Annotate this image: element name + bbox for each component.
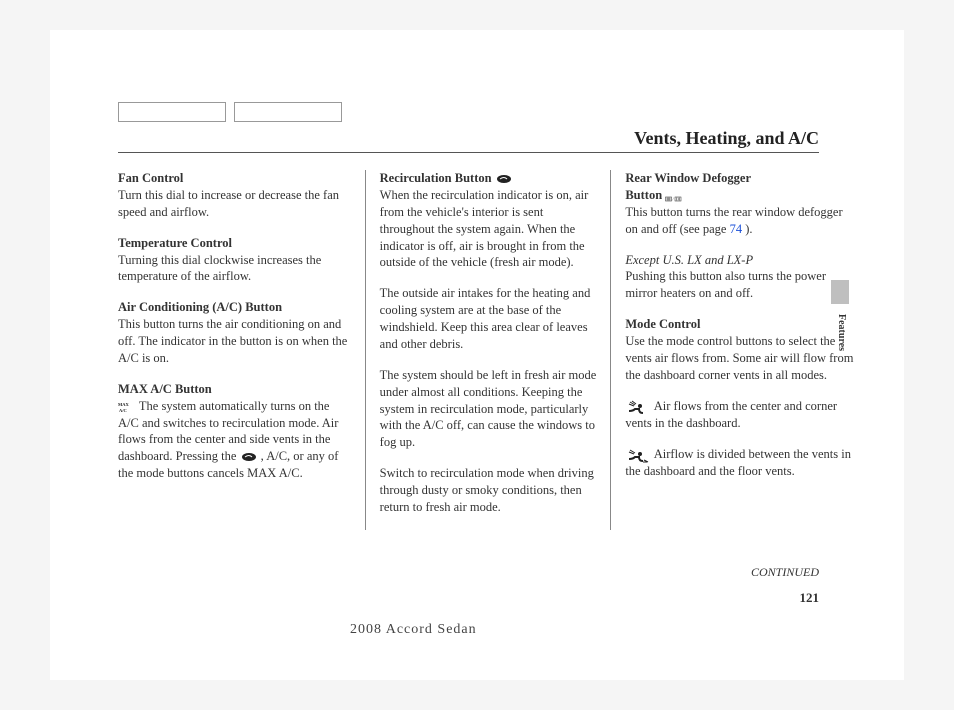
page-title: Vents, Heating, and A/C [634,128,819,149]
column-1: Fan Control Turn this dial to increase o… [118,170,365,530]
continued-label: CONTINUED [751,565,819,580]
vent-bilevel-icon [625,447,651,463]
vent-dash-icon [625,399,651,415]
max-ac-block: MAX A/C Button MAXA/C The system automat… [118,381,351,482]
body-text: Airflow is divided between the vents in … [625,447,851,478]
temp-control-block: Temperature Control Turning this dial cl… [118,235,351,286]
body-text: ). [742,222,752,236]
svg-text:MAX: MAX [118,402,129,407]
condition-label: Except U.S. LX and LX-P [625,253,753,267]
body-text: Air flows from the center and corner ven… [625,399,837,430]
column-3: Rear Window Defogger Button / This butto… [611,170,858,530]
mode-dash-block: Air flows from the center and corner ven… [625,398,858,432]
paragraph: Switch to recirculation mode when drivin… [380,465,597,516]
body-text: Turn this dial to increase or decrease t… [118,188,339,219]
heading: Air Conditioning (A/C) Button [118,300,282,314]
rear-defogger-block: Rear Window Defogger Button / This butto… [625,170,858,238]
mode-bilevel-block: Airflow is divided between the vents in … [625,446,858,480]
recirculation-icon [240,451,258,463]
recirc-block: Recirculation Button When the recirculat… [380,170,597,271]
paragraph: The system should be left in fresh air m… [380,367,597,451]
top-tabs [118,102,342,122]
tab-placeholder [234,102,342,122]
heading: Rear Window Defogger [625,171,751,185]
heading: Fan Control [118,171,183,185]
header-rule [118,152,819,153]
page-number: 121 [800,590,820,606]
svg-text:A/C: A/C [119,408,127,413]
body-text: Pushing this button also turns the power… [625,269,826,300]
svg-text:/: / [673,197,675,202]
heading: Temperature Control [118,236,232,250]
max-ac-icon: MAXA/C [118,401,136,413]
body-text: This button turns the air conditioning o… [118,317,347,365]
recirculation-icon [495,173,513,185]
column-2: Recirculation Button When the recirculat… [365,170,612,530]
body-text: Use the mode control buttons to select t… [625,334,853,382]
content-columns: Fan Control Turn this dial to increase o… [118,170,858,530]
ac-button-block: Air Conditioning (A/C) Button This butto… [118,299,351,367]
footer-text: 2008 Accord Sedan [350,622,477,638]
manual-page: Vents, Heating, and A/C Features Fan Con… [50,30,904,680]
heading: Recirculation Button [380,171,495,185]
except-block: Except U.S. LX and LX-P Pushing this but… [625,252,858,303]
tab-placeholder [118,102,226,122]
heading: Button [625,188,665,202]
body-text: Turning this dial clockwise increases th… [118,253,321,284]
fan-control-block: Fan Control Turn this dial to increase o… [118,170,351,221]
paragraph: The outside air intakes for the heating … [380,285,597,353]
body-text: When the recirculation indicator is on, … [380,188,589,270]
heading: Mode Control [625,317,700,331]
defogger-icon: / [665,190,683,202]
heading: MAX A/C Button [118,382,212,396]
mode-control-block: Mode Control Use the mode control button… [625,316,858,384]
page-link[interactable]: 74 [730,222,743,236]
